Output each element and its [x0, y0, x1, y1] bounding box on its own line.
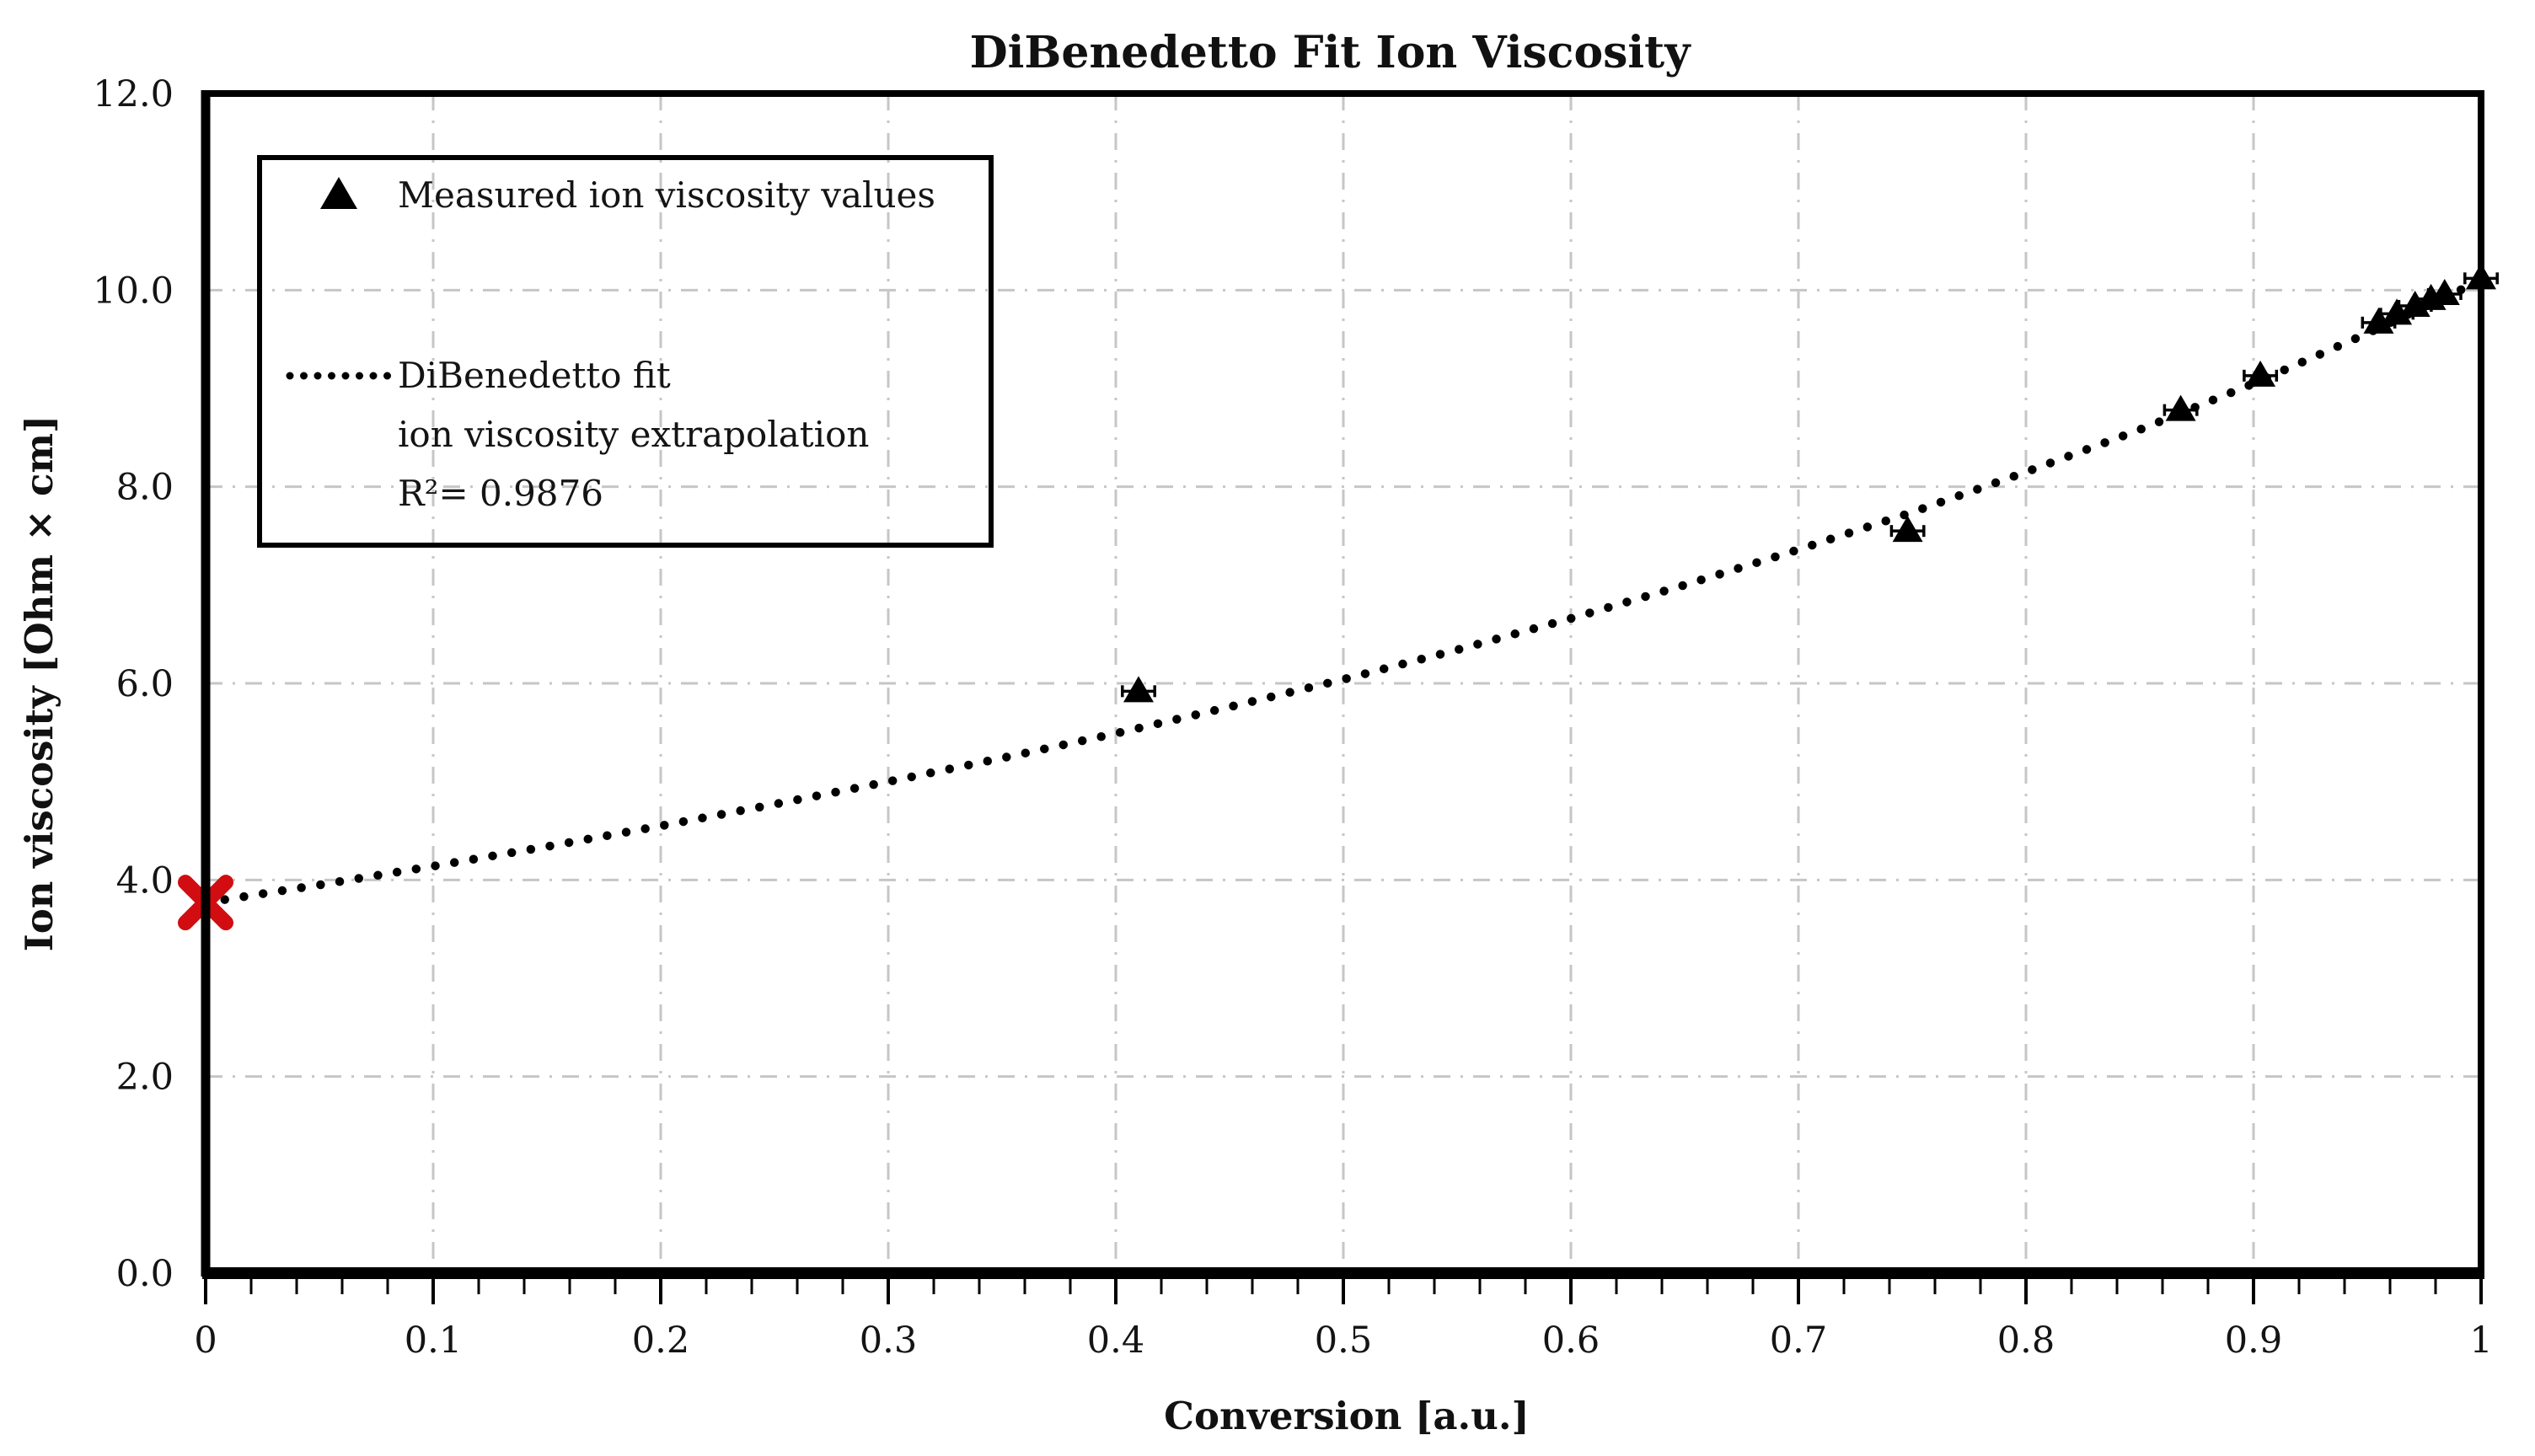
x-tick-label: 0.2: [632, 1320, 689, 1362]
legend: Measured ion viscosity values DiBenedett…: [257, 155, 994, 548]
y-axis-tick-labels: 0.0 2.0 4.0 6.0 8.0 10.0 12.0: [93, 73, 174, 1295]
y-tick-label: 8.0: [116, 467, 174, 509]
y-tick-label: 10.0: [93, 270, 174, 312]
y-tick-label: 12.0: [93, 73, 174, 115]
measured-triangle-marker: [2165, 394, 2196, 421]
measured-triangle-marker: [1892, 516, 1923, 543]
axes: [201, 90, 2484, 1279]
x-axis-tick-labels: 0 0.1 0.2 0.3 0.4 0.5 0.6 0.7 0.8 0.9 1: [194, 1320, 2492, 1362]
x-tick-label: 0.1: [405, 1320, 462, 1362]
legend-entry-fit-line2: ion viscosity extrapolation: [398, 414, 869, 455]
y-tick-label: 2.0: [116, 1057, 174, 1099]
x-tick-label: 0.3: [860, 1320, 917, 1362]
measured-triangle-marker: [2429, 279, 2460, 305]
x-tick-label: 0.8: [1997, 1320, 2055, 1362]
x-tick-label: 0.5: [1315, 1320, 1372, 1362]
measured-triangle-marker: [2382, 298, 2413, 325]
dibenedetto-fit-line: [201, 276, 2486, 907]
x-tick-label: 0.7: [1770, 1320, 1827, 1362]
gridlines: [206, 94, 2481, 1273]
chart-title: DiBenedetto Fit Ion Viscosity: [970, 27, 1692, 78]
x-tick-label: 0: [194, 1320, 217, 1362]
y-tick-label: 4.0: [116, 859, 174, 902]
y-tick-label: 6.0: [116, 663, 174, 705]
fit-dotted-path: [201, 276, 2486, 907]
x-tick-label: 0.9: [2225, 1320, 2282, 1362]
y-axis-title: Ion viscosity [Ohm × cm]: [17, 415, 62, 952]
legend-entry-fit-r-squared: R²= 0.9876: [398, 473, 603, 514]
x-axis-ticks: [204, 1279, 2483, 1304]
x-tick-label: 1: [2469, 1320, 2492, 1362]
legend-box: [257, 155, 994, 548]
measured-triangle-marker: [2245, 360, 2276, 387]
measured-points: [1121, 263, 2499, 703]
legend-triangle-marker-icon: [320, 177, 357, 209]
measured-triangle-marker: [1123, 676, 1154, 703]
legend-entry-fit-line1: DiBenedetto fit: [398, 355, 671, 396]
y-tick-label: 0.0: [116, 1253, 174, 1295]
x-axis-title: Conversion [a.u.]: [1164, 1394, 1530, 1438]
legend-entry-measured-label: Measured ion viscosity values: [398, 174, 935, 216]
x-tick-label: 0.6: [1542, 1320, 1600, 1362]
x-tick-label: 0.4: [1087, 1320, 1144, 1362]
measured-triangle-marker: [2363, 307, 2394, 334]
